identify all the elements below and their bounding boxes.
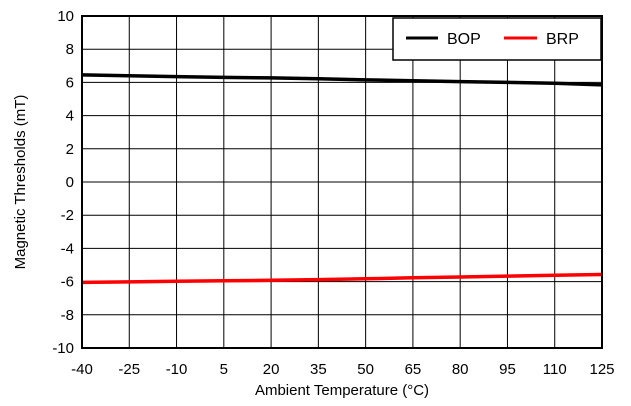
y-tick-label: -8 [61, 307, 74, 324]
legend-label-bop: BOP [447, 31, 481, 48]
x-tick-label: 95 [499, 361, 516, 378]
x-tick-label: 65 [405, 361, 422, 378]
plot-frame [81, 15, 603, 349]
x-tick-label: 20 [263, 361, 280, 378]
x-tick-label: 5 [220, 361, 228, 378]
x-tick-label: 110 [543, 361, 567, 378]
x-tick-label: 35 [310, 361, 327, 378]
y-axis-label: Magnetic Thresholds (mT) [12, 95, 29, 270]
x-tick-label: -25 [118, 361, 140, 378]
x-tick-label: -40 [71, 361, 93, 378]
x-tick-labels: -40 -25 -10 5 20 35 50 65 80 95 110 125 [71, 361, 614, 378]
y-tick-label: -4 [61, 240, 74, 257]
y-tick-label: -6 [61, 274, 74, 291]
grid [81, 15, 603, 349]
y-tick-label: 10 [57, 8, 74, 25]
x-tick-label: 125 [589, 361, 614, 378]
y-tick-label: 0 [66, 174, 74, 191]
series-line-brp [81, 272, 603, 285]
y-tick-label: 6 [66, 74, 74, 91]
y-tick-label: -2 [61, 207, 74, 224]
legend: BOP BRP [392, 17, 602, 61]
legend-label-brp: BRP [546, 31, 579, 48]
series-lines [81, 73, 603, 285]
x-tick-label: 50 [357, 361, 374, 378]
series-line-bop [81, 73, 603, 87]
y-tick-label: -10 [52, 340, 74, 357]
x-axis-label: Ambient Temperature (°C) [255, 382, 429, 399]
y-tick-label: 8 [66, 41, 74, 58]
x-tick-label: -10 [166, 361, 188, 378]
x-tick-label: 80 [452, 361, 469, 378]
y-tick-labels: 10 8 6 4 2 0 -2 -4 -6 -8 -10 [52, 8, 74, 357]
y-tick-label: 4 [66, 108, 74, 125]
y-tick-label: 2 [66, 141, 74, 158]
